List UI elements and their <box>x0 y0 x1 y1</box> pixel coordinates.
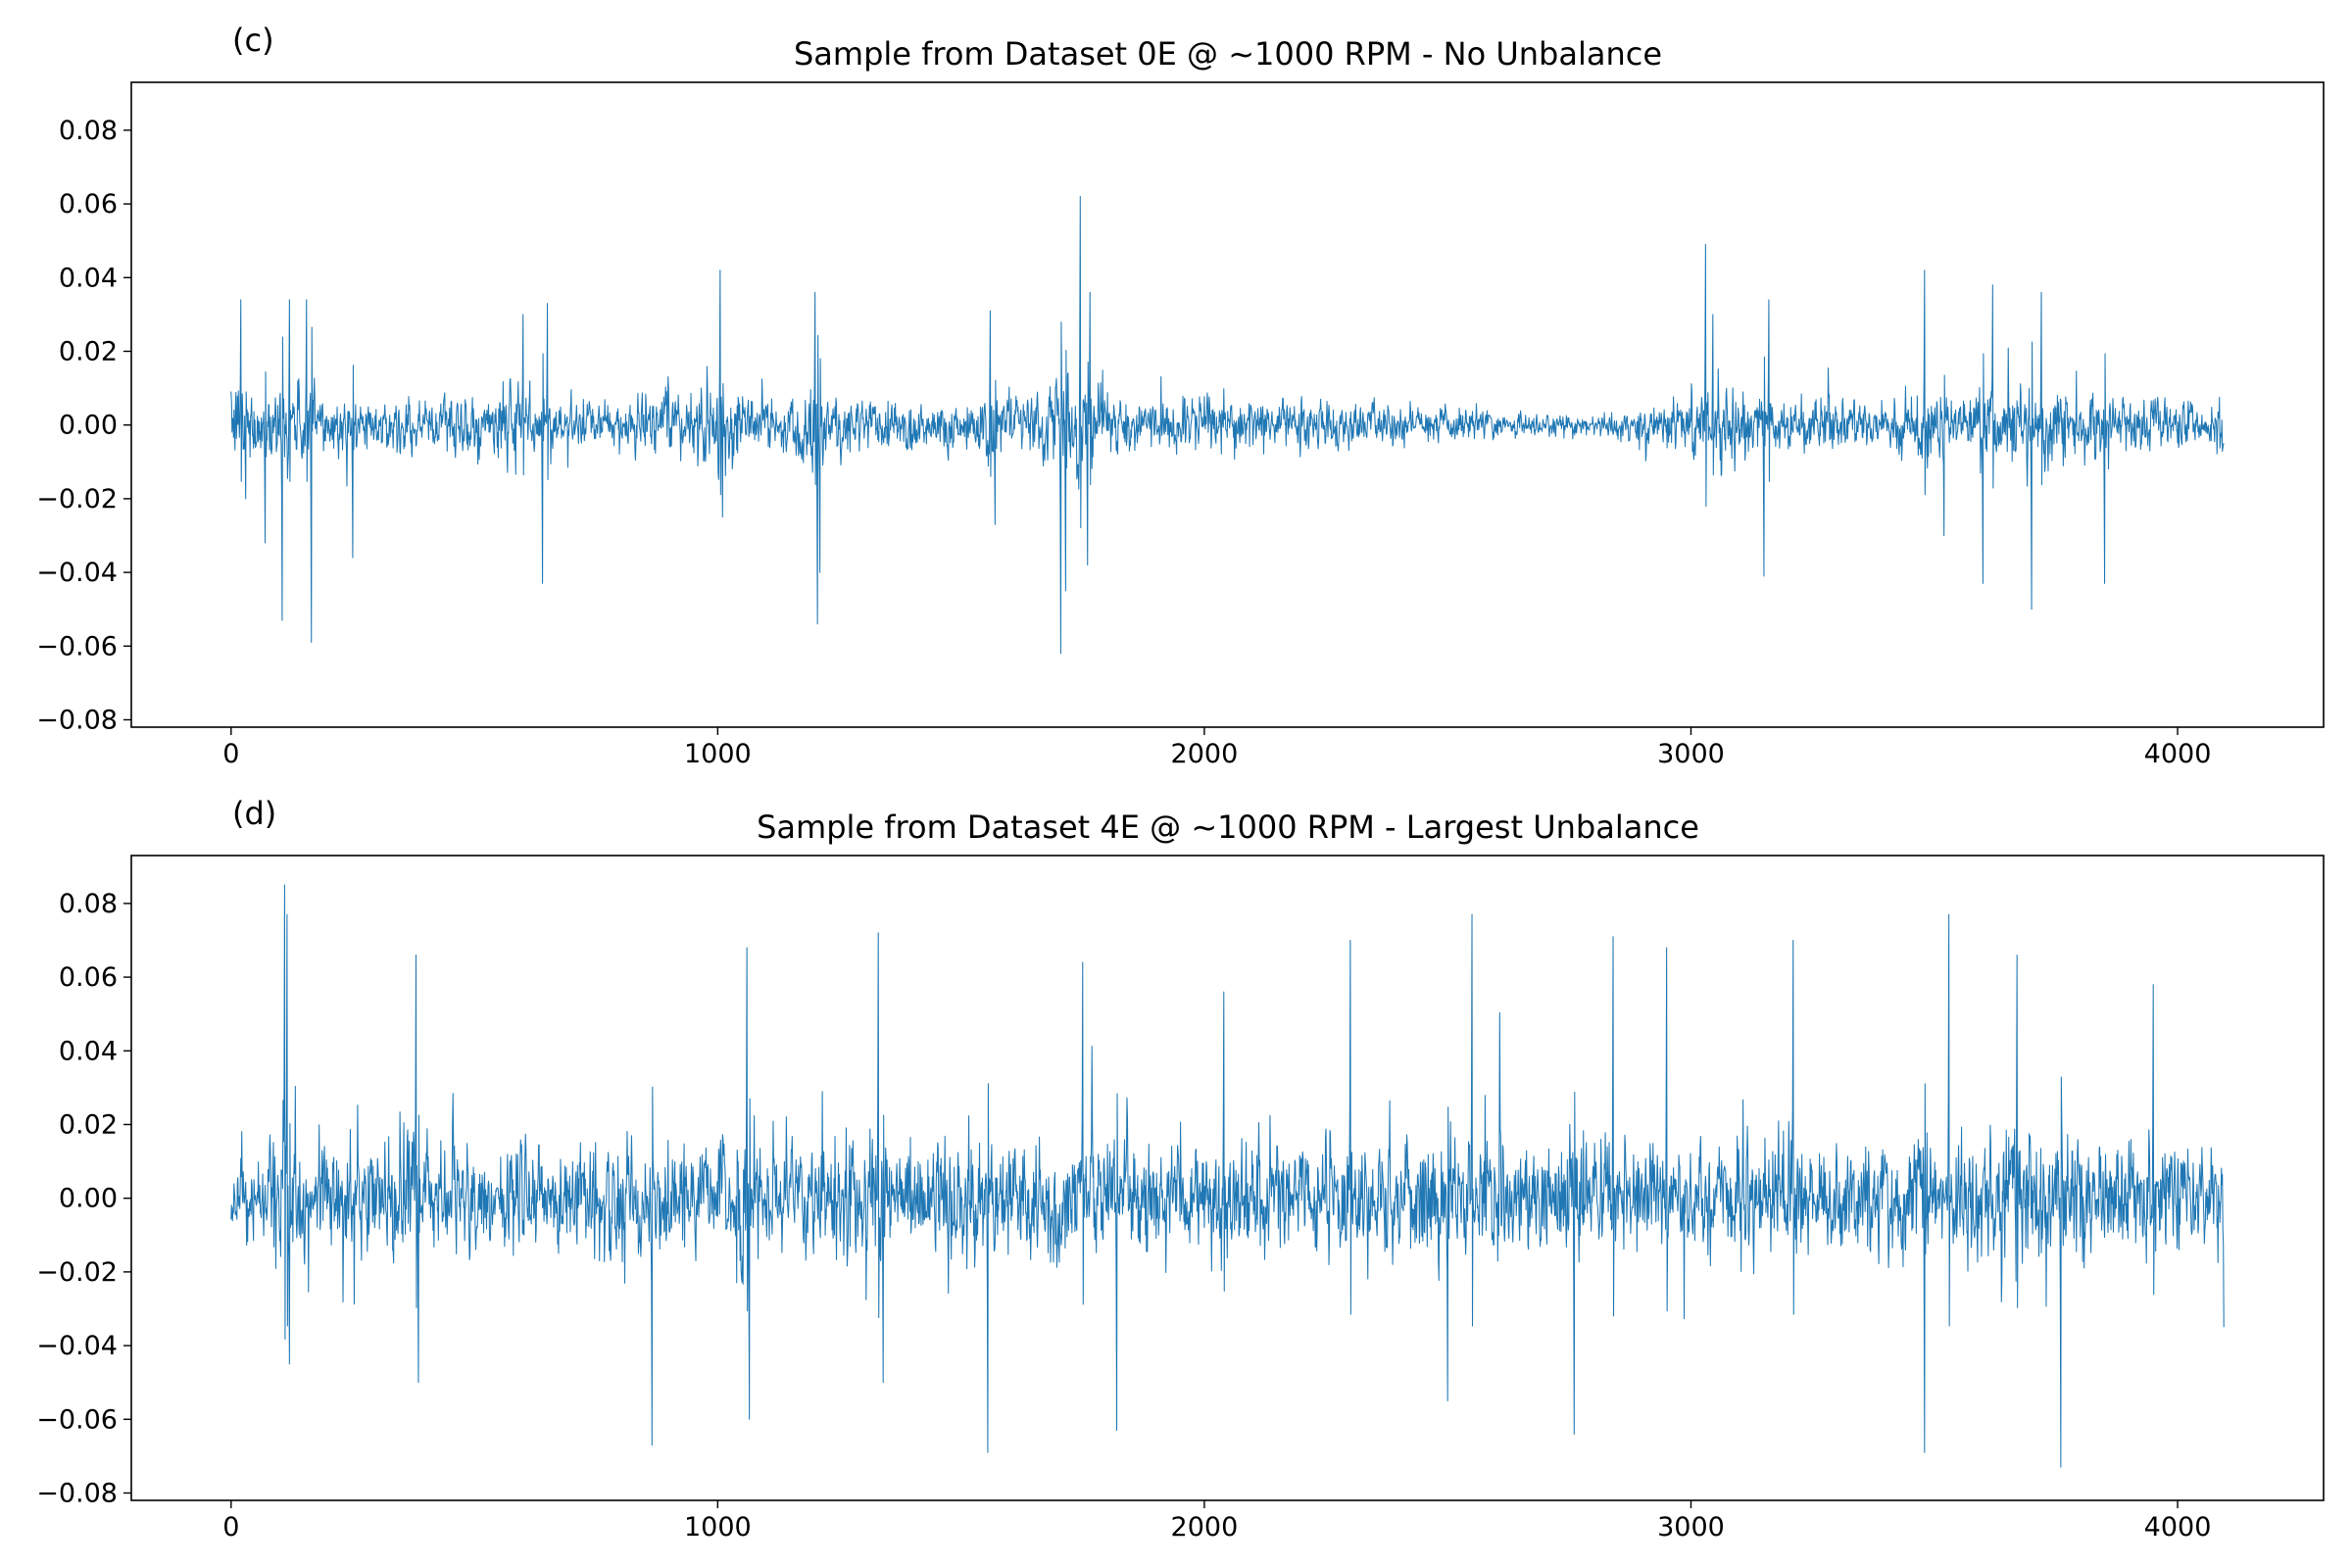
plot-area-c: 0 1000 2000 3000 4000 −0.08 −0.06 −0.04 −0.02 0.0… <box>36 116 2225 769</box>
y-tick-label: −0.02 <box>36 484 118 514</box>
x-tick-label: 2000 <box>1171 739 1239 769</box>
x-tick-label: 2000 <box>1171 1512 1239 1543</box>
y-tick-label: 0.02 <box>59 336 118 367</box>
x-tick-label: 1000 <box>684 739 752 769</box>
y-tick-label: −0.02 <box>36 1257 118 1288</box>
panel-d: (d) Sample from Dataset 4E @ ~1000 RPM -… <box>36 795 2325 1543</box>
y-tick-label: 0.00 <box>59 411 118 441</box>
series-line <box>230 884 2225 1468</box>
y-tick-label: 0.04 <box>59 263 118 293</box>
chart-title-d: Sample from Dataset 4E @ ~1000 RPM - Lar… <box>757 808 1699 846</box>
panel-label-d: (d) <box>232 795 276 832</box>
panel-c: (c) Sample from Dataset 0E @ ~1000 RPM -… <box>36 22 2325 769</box>
y-tick-label: −0.04 <box>36 1331 118 1361</box>
series-line <box>230 196 2225 655</box>
axes-frame-c <box>130 81 2325 728</box>
y-tick-label: −0.08 <box>36 1478 118 1508</box>
y-tick-label: −0.06 <box>36 1404 118 1435</box>
y-tick-label: −0.06 <box>36 631 118 662</box>
x-tick-label: 1000 <box>684 1512 752 1543</box>
y-tick-label: −0.04 <box>36 558 118 588</box>
plot-area-d: 0 1000 2000 3000 4000 −0.08 −0.06 −0.04 −0.02 0.0… <box>36 884 2225 1543</box>
y-tick-label: 0.08 <box>59 116 118 146</box>
y-tick-label: 0.06 <box>59 189 118 220</box>
x-tick-label: 4000 <box>2144 739 2212 769</box>
y-tick-label: 0.06 <box>59 962 118 993</box>
y-tick-label: −0.08 <box>36 705 118 735</box>
y-tick-label: 0.08 <box>59 889 118 919</box>
chart-title-c: Sample from Dataset 0E @ ~1000 RPM - No … <box>794 35 1662 73</box>
x-tick-label: 3000 <box>1657 1512 1725 1543</box>
y-tick-label: 0.00 <box>59 1184 118 1214</box>
y-tick-label: 0.04 <box>59 1036 118 1066</box>
panel-label-c: (c) <box>232 22 274 59</box>
x-tick-label: 3000 <box>1657 739 1725 769</box>
axes-frame-d <box>130 855 2325 1501</box>
x-tick-label: 0 <box>222 1512 239 1543</box>
y-tick-label: 0.02 <box>59 1109 118 1140</box>
x-tick-label: 4000 <box>2144 1512 2212 1543</box>
x-tick-label: 0 <box>222 739 239 769</box>
